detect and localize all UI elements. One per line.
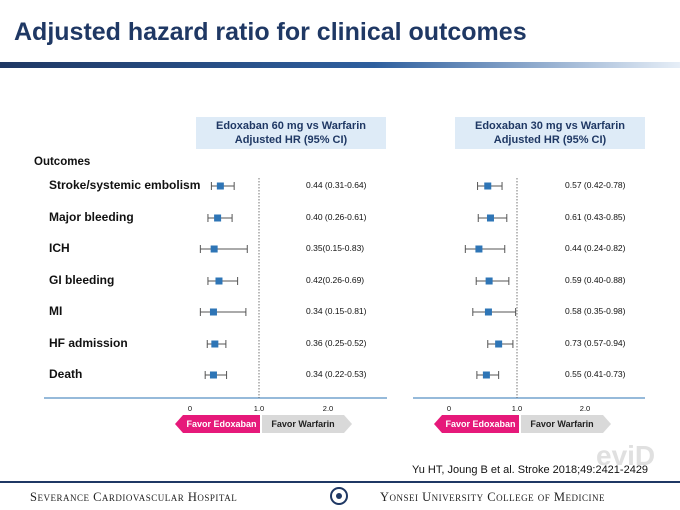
university-seal-icon [330, 487, 348, 505]
x-tick-label: 0 [447, 404, 451, 413]
outcome-label: GI bleeding [49, 273, 115, 287]
outcome-label: HF admission [49, 336, 128, 350]
panel-header-60mg: Edoxaban 60 mg vs Warfarin Adjusted HR (… [196, 117, 386, 149]
panel-header-30mg: Edoxaban 30 mg vs Warfarin Adjusted HR (… [455, 117, 645, 149]
hr-value-label: 0.73 (0.57-0.94) [565, 338, 626, 348]
hr-value-label: 0.44 (0.31-0.64) [306, 180, 367, 190]
favor-warfarin-label-60mg: Favor Warfarin [271, 419, 335, 429]
favor-edoxaban-arrow-60mg: Favor Edoxaban [175, 415, 260, 433]
hr-value-label: 0.34 (0.15-0.81) [306, 306, 367, 316]
outcomes-header: Outcomes [34, 156, 91, 168]
hr-point-marker [215, 277, 223, 285]
hr-value-label: 0.36 (0.25-0.52) [306, 338, 367, 348]
hr-value-label: 0.61 (0.43-0.85) [565, 212, 626, 222]
favor-edoxaban-arrow-30mg: Favor Edoxaban [434, 415, 519, 433]
hr-value-label: 0.59 (0.40-0.88) [565, 275, 626, 285]
hr-point-marker [486, 214, 494, 222]
panel-header-30mg-line2: Adjusted HR (95% CI) [493, 134, 607, 146]
footer-rule [0, 481, 680, 483]
hr-point-marker [214, 214, 222, 222]
favor-warfarin-label-30mg: Favor Warfarin [530, 419, 594, 429]
hr-point-marker [484, 182, 492, 190]
hr-point-marker [211, 340, 219, 348]
hr-value-label: 0.58 (0.35-0.98) [565, 306, 626, 316]
outcome-label: ICH [49, 241, 70, 255]
hr-point-marker [485, 277, 493, 285]
hr-point-marker [209, 308, 217, 316]
hr-point-marker [475, 245, 483, 253]
hr-point-marker [482, 371, 490, 379]
favor-warfarin-arrow-60mg: Favor Warfarin [262, 415, 352, 433]
title-underline [0, 62, 680, 68]
x-tick-label: 1.0 [254, 404, 264, 413]
hr-point-marker [210, 245, 218, 253]
panel-header-30mg-line1: Edoxaban 30 mg vs Warfarin [475, 120, 625, 132]
x-tick-label: 0 [188, 404, 192, 413]
panel-header-60mg-line1: Edoxaban 60 mg vs Warfarin [216, 120, 366, 132]
hr-value-label: 0.42(0.26-0.69) [306, 275, 365, 285]
hr-value-label: 0.55 (0.41-0.73) [565, 369, 626, 379]
outcome-label: Major bleeding [49, 210, 134, 224]
outcome-label: Death [49, 367, 83, 381]
hr-point-marker [209, 371, 217, 379]
hr-value-label: 0.44 (0.24-0.82) [565, 243, 626, 253]
x-tick-label: 1.0 [512, 404, 522, 413]
hr-value-label: 0.34 (0.22-0.53) [306, 369, 367, 379]
panel-header-60mg-line2: Adjusted HR (95% CI) [234, 134, 348, 146]
x-tick-label: 2.0 [323, 404, 333, 413]
hr-point-marker [484, 308, 492, 316]
outcome-label: MI [49, 304, 63, 318]
hr-point-marker [495, 340, 503, 348]
hr-value-label: 0.40 (0.26-0.61) [306, 212, 367, 222]
hr-value-label: 0.35(0.15-0.83) [306, 243, 365, 253]
evid-watermark: eviD [596, 440, 656, 471]
favor-warfarin-arrow-30mg: Favor Warfarin [521, 415, 611, 433]
hr-value-label: 0.57 (0.42-0.78) [565, 180, 626, 190]
outcome-label: Stroke/systemic embolism [49, 178, 201, 192]
page-title: Adjusted hazard ratio for clinical outco… [14, 18, 527, 46]
favor-edoxaban-label-30mg: Favor Edoxaban [445, 419, 516, 429]
x-tick-label: 2.0 [580, 404, 590, 413]
favor-edoxaban-label-60mg: Favor Edoxaban [186, 419, 257, 429]
hr-point-marker [216, 182, 224, 190]
citation: Yu HT, Joung B et al. Stroke 2018;49:242… [412, 464, 649, 476]
footer-hospital-name: Severance Cardiovascular Hospital [30, 490, 238, 504]
footer-college-name: Yonsei University College of Medicine [380, 490, 605, 504]
